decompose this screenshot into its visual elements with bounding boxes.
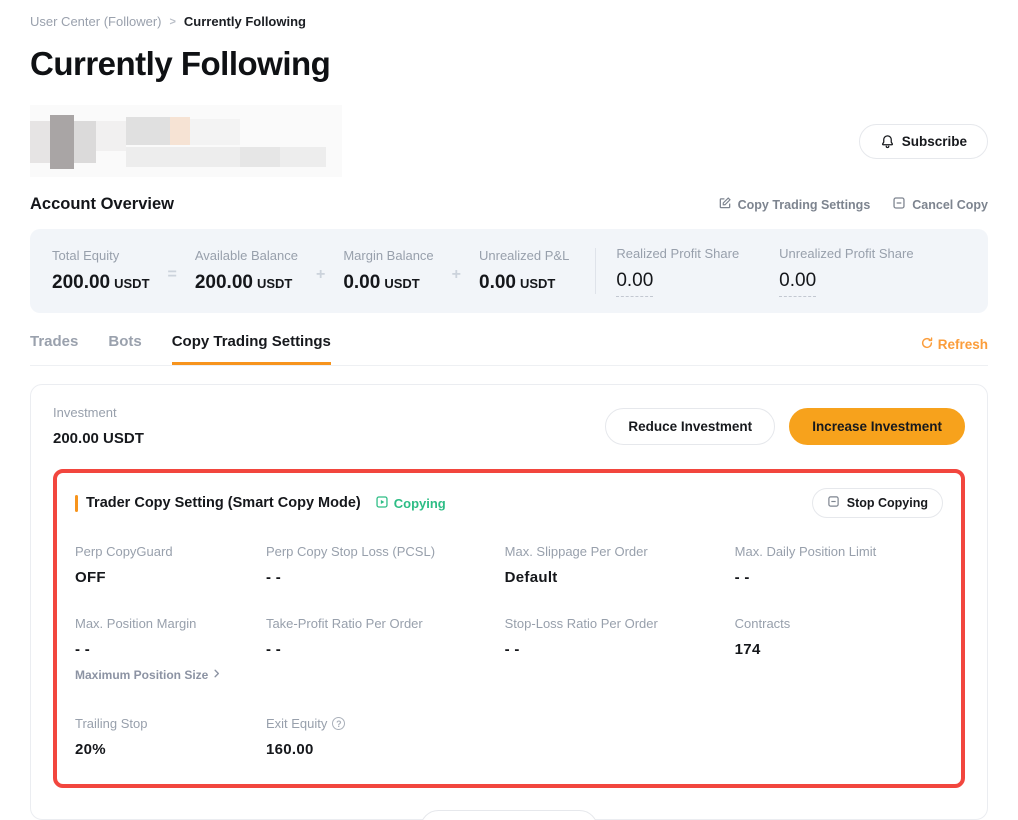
breadcrumb-user-center[interactable]: User Center (Follower) (30, 14, 162, 29)
increase-investment-button[interactable]: Increase Investment (789, 407, 965, 445)
field-stop-loss-ratio: Stop-Loss Ratio Per Order - - (504, 616, 658, 658)
trader-info-redacted (30, 105, 342, 177)
tabs-bar: Trades Bots Copy Trading Settings Refres… (30, 333, 988, 366)
copying-status-badge: Copying (375, 495, 446, 512)
field-max-daily-position-limit: Max. Daily Position Limit - - (734, 544, 877, 586)
accent-bar (75, 494, 78, 512)
trader-copy-setting-title: Trader Copy Setting (Smart Copy Mode) (86, 495, 361, 511)
investment-row: Investment 200.00 USDT Reduce Investment… (53, 405, 965, 447)
trader-banner-row: Subscribe (30, 105, 988, 177)
stats-divider (595, 248, 597, 294)
tab-bots[interactable]: Bots (108, 333, 142, 350)
field-perp-copyguard: Perp CopyGuard OFF (75, 544, 173, 586)
stat-total-equity: Total Equity 200.00 USDT (52, 248, 150, 293)
field-contracts: Contracts 174 (734, 616, 791, 658)
minus-square-icon (827, 495, 840, 511)
stat-realized-profit-share: Realized Profit Share 0.00 (616, 246, 739, 297)
field-trailing-stop: Trailing Stop 20% (75, 716, 148, 758)
minus-square-icon (892, 196, 906, 213)
copy-settings-card: Investment 200.00 USDT Reduce Investment… (30, 384, 988, 820)
breadcrumb-separator-icon: > (169, 15, 176, 28)
account-overview-title: Account Overview (30, 195, 174, 213)
refresh-button[interactable]: Refresh (920, 336, 988, 365)
copy-trading-settings-link[interactable]: Copy Trading Settings (718, 196, 870, 213)
equals-operator: = (167, 266, 177, 283)
edit-icon (718, 196, 732, 213)
tab-copy-trading-settings[interactable]: Copy Trading Settings (171, 333, 331, 365)
account-overview-header: Account Overview Copy Trading Settings C… (30, 195, 988, 214)
field-perp-copy-stop-loss: Perp Copy Stop Loss (PCSL) - - (265, 544, 436, 586)
plus-operator: + (315, 266, 326, 283)
breadcrumb: User Center (Follower) > Currently Follo… (30, 14, 988, 29)
cancel-copy-link[interactable]: Cancel Copy (892, 196, 988, 213)
subscribe-label: Subscribe (901, 133, 967, 149)
stat-margin-balance: Margin Balance 0.00 USDT (343, 248, 434, 293)
trader-copy-setting-header: Trader Copy Setting (Smart Copy Mode) Co… (75, 488, 943, 518)
bell-icon (880, 134, 895, 149)
stat-unrealized-profit-share: Unrealized Profit Share 0.00 (779, 246, 914, 297)
field-take-profit-ratio: Take-Profit Ratio Per Order - - (265, 616, 423, 658)
play-square-icon (375, 495, 389, 512)
settings-row-2: Max. Position Margin - - Maximum Positio… (75, 616, 943, 684)
field-max-position-margin: Max. Position Margin - - Maximum Positio… (75, 616, 266, 684)
stat-available-balance: Available Balance 200.00 USDT (194, 248, 298, 293)
maximum-position-size-link[interactable]: Maximum Position Size (75, 668, 222, 682)
investment-label: Investment (53, 405, 117, 420)
account-stats-bar: Total Equity 200.00 USDT = Available Bala… (30, 229, 988, 313)
refresh-icon (920, 336, 934, 353)
info-icon[interactable]: ? (332, 717, 346, 730)
stat-unrealized-pnl: Unrealized P&L 0.00 USDT (479, 248, 570, 293)
settings-row-3: Trailing Stop 20% Exit Equity ? 160.00 (75, 716, 943, 758)
page-title: Currently Following (30, 45, 331, 82)
tab-trades[interactable]: Trades (30, 333, 79, 350)
field-max-slippage: Max. Slippage Per Order Default (504, 544, 648, 586)
trader-copy-setting-highlight: Trader Copy Setting (Smart Copy Mode) Co… (53, 469, 965, 788)
field-exit-equity: Exit Equity ? 160.00 (266, 716, 505, 758)
investment-value: 200.00 USDT (53, 430, 144, 447)
overview-links: Copy Trading Settings Cancel Copy (718, 196, 988, 213)
breadcrumb-current: Currently Following (183, 14, 306, 29)
subscribe-button[interactable]: Subscribe (858, 123, 988, 159)
settings-row-1: Perp CopyGuard OFF Perp Copy Stop Loss (… (75, 544, 943, 586)
plus-operator: + (451, 266, 461, 283)
chevron-right-icon (211, 668, 222, 682)
stop-copying-button[interactable]: Stop Copying (811, 488, 943, 518)
reduce-investment-button[interactable]: Reduce Investment (605, 407, 776, 445)
configure-settings-button[interactable]: Configure Settings (419, 810, 599, 820)
